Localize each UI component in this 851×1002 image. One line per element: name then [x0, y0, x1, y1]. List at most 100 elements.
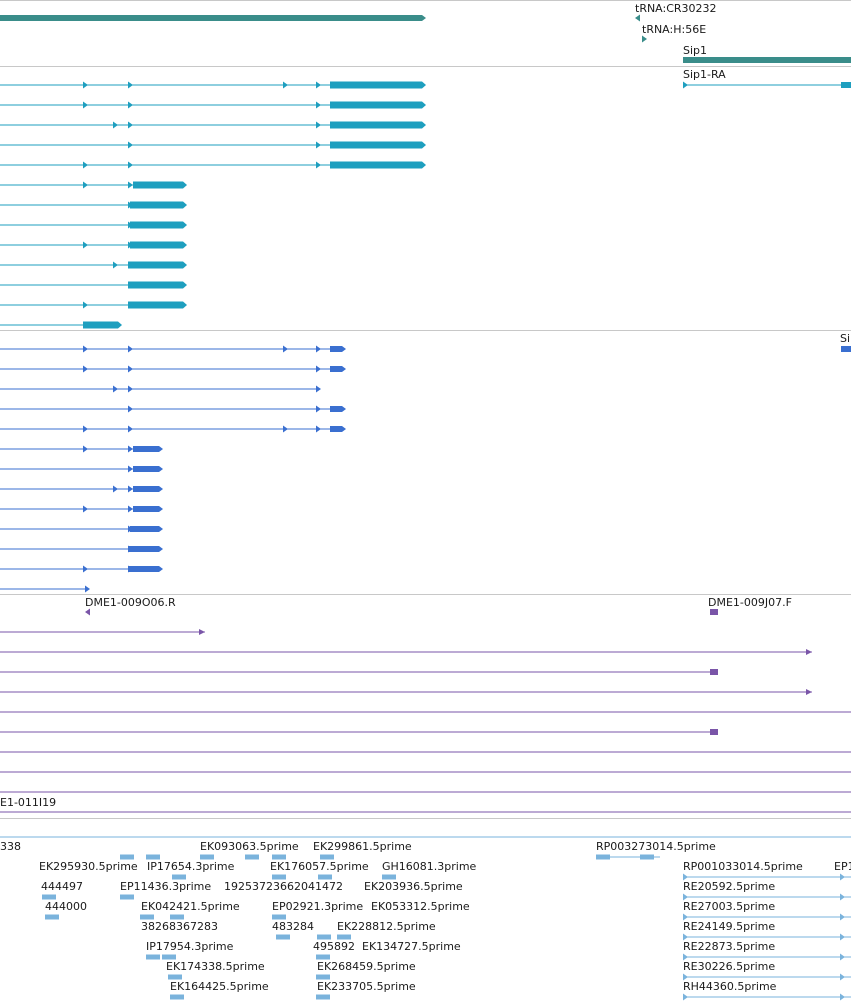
strand-arrow	[683, 81, 688, 89]
est-label[interactable]: EP02921.3prime	[272, 900, 364, 913]
est-label[interactable]: EK134727.5prime	[362, 940, 461, 953]
strand-arrow	[635, 14, 640, 22]
strand-arrow	[83, 565, 88, 573]
est-label[interactable]: 444497	[41, 880, 83, 893]
track-divider	[0, 818, 851, 819]
strand-arrow	[128, 345, 133, 353]
est-label[interactable]: RP003273014.5prime	[596, 840, 716, 853]
strand-arrow	[683, 953, 688, 961]
est-label[interactable]: EK042421.5prime	[141, 900, 240, 913]
clone-end	[199, 629, 205, 635]
est-label[interactable]: EK176057.5prime	[270, 860, 369, 873]
exon-block	[128, 566, 159, 572]
sip1-gene-label[interactable]: Sip1	[683, 44, 708, 57]
clone-label-dme1-009j07[interactable]: DME1-009J07.F	[708, 596, 792, 609]
est-block	[317, 934, 331, 940]
est-label[interactable]: RP001033014.5prime	[683, 860, 803, 873]
est-label[interactable]: GH16081.3prime	[382, 860, 477, 873]
exon-block	[330, 161, 422, 169]
sip1-ra-label[interactable]: Sip1-RA	[683, 68, 726, 81]
est-label[interactable]: EK174338.5prime	[166, 960, 265, 973]
strand-arrow	[85, 585, 90, 593]
est-block	[318, 874, 332, 880]
est-label[interactable]: RE30226.5prime	[683, 960, 776, 973]
trna-cr30232-label[interactable]: tRNA:CR30232	[635, 2, 717, 15]
strand-arrow	[128, 81, 133, 89]
est-label[interactable]: RE20592.5prime	[683, 880, 776, 893]
strand-arrow	[83, 445, 88, 453]
exon-block	[133, 506, 159, 512]
est-label[interactable]: RE22873.5prime	[683, 940, 776, 953]
est-label[interactable]: IP17654.3prime	[147, 860, 235, 873]
exon-tip	[422, 15, 426, 21]
exon-block	[130, 221, 183, 229]
exon-block	[841, 346, 851, 352]
est-label[interactable]: IP17954.3prime	[146, 940, 234, 953]
exon-tip	[159, 486, 163, 492]
est-label[interactable]: 495892	[313, 940, 355, 953]
track-divider	[0, 594, 851, 595]
est-block	[320, 854, 334, 860]
est-label[interactable]: EK268459.5prime	[317, 960, 416, 973]
exon-tip	[159, 526, 163, 532]
est-label[interactable]: EK203936.5prime	[364, 880, 463, 893]
exon-tip	[183, 281, 187, 289]
clone-label-e1-011i19[interactable]: E1-011I19	[0, 796, 57, 809]
est-label[interactable]: EK053312.5prime	[371, 900, 470, 913]
exon-tip	[159, 446, 163, 452]
strand-arrow	[316, 405, 321, 413]
clone-label-dme1-009o06[interactable]: DME1-009O06.R	[85, 596, 176, 609]
est-label[interactable]: 38268367283	[141, 920, 218, 933]
si-truncated-label[interactable]: Si	[840, 332, 851, 345]
exon-block	[128, 546, 159, 552]
strand-arrow	[113, 121, 118, 129]
exon-block	[330, 426, 342, 432]
strand-arrow	[113, 261, 118, 269]
strand-arrow	[83, 241, 88, 249]
exon-tip	[118, 321, 122, 329]
exon-block	[330, 141, 422, 149]
est-label[interactable]: EK299861.5prime	[313, 840, 412, 853]
est-label[interactable]: 19253723662041472	[224, 880, 343, 893]
est-label[interactable]: RE24149.5prime	[683, 920, 776, 933]
strand-arrow	[128, 161, 133, 169]
strand-arrow	[83, 301, 88, 309]
est-label[interactable]: 483284	[272, 920, 314, 933]
est-label[interactable]: EK164425.5prime	[170, 980, 269, 993]
strand-arrow	[128, 121, 133, 129]
est-block	[276, 934, 290, 940]
est-label[interactable]: EK295930.5prime	[39, 860, 138, 873]
exon-block	[128, 301, 183, 309]
est-block	[272, 854, 286, 860]
clone-end	[806, 649, 812, 655]
est-label[interactable]: 338	[0, 840, 21, 853]
strand-arrow	[316, 385, 321, 393]
strand-arrow	[316, 121, 321, 129]
est-block	[120, 894, 134, 900]
strand-arrow	[128, 465, 133, 473]
exon-block	[330, 366, 342, 372]
exon-block	[330, 101, 422, 109]
exon-block	[128, 261, 183, 269]
est-label[interactable]: RE27003.5prime	[683, 900, 776, 913]
exon-tip	[342, 426, 346, 432]
est-label[interactable]: EK228812.5prime	[337, 920, 436, 933]
strand-arrow	[316, 101, 321, 109]
exon-tip	[183, 241, 187, 249]
exon-tip	[342, 406, 346, 412]
strand-arrow	[316, 425, 321, 433]
est-block	[140, 914, 154, 920]
exon-block	[128, 281, 183, 289]
est-label[interactable]: EK233705.5prime	[317, 980, 416, 993]
est-label[interactable]: RH44360.5prime	[683, 980, 777, 993]
est-label[interactable]: EP1	[834, 860, 851, 873]
est-label[interactable]: EP11436.3prime	[120, 880, 212, 893]
est-block	[146, 854, 160, 860]
est-label[interactable]: EK093063.5prime	[200, 840, 299, 853]
exon-block	[133, 486, 159, 492]
est-label[interactable]: 444000	[45, 900, 87, 913]
strand-arrow	[128, 505, 133, 513]
trna-h56e-label[interactable]: tRNA:H:56E	[642, 23, 707, 36]
est-block	[337, 934, 351, 940]
